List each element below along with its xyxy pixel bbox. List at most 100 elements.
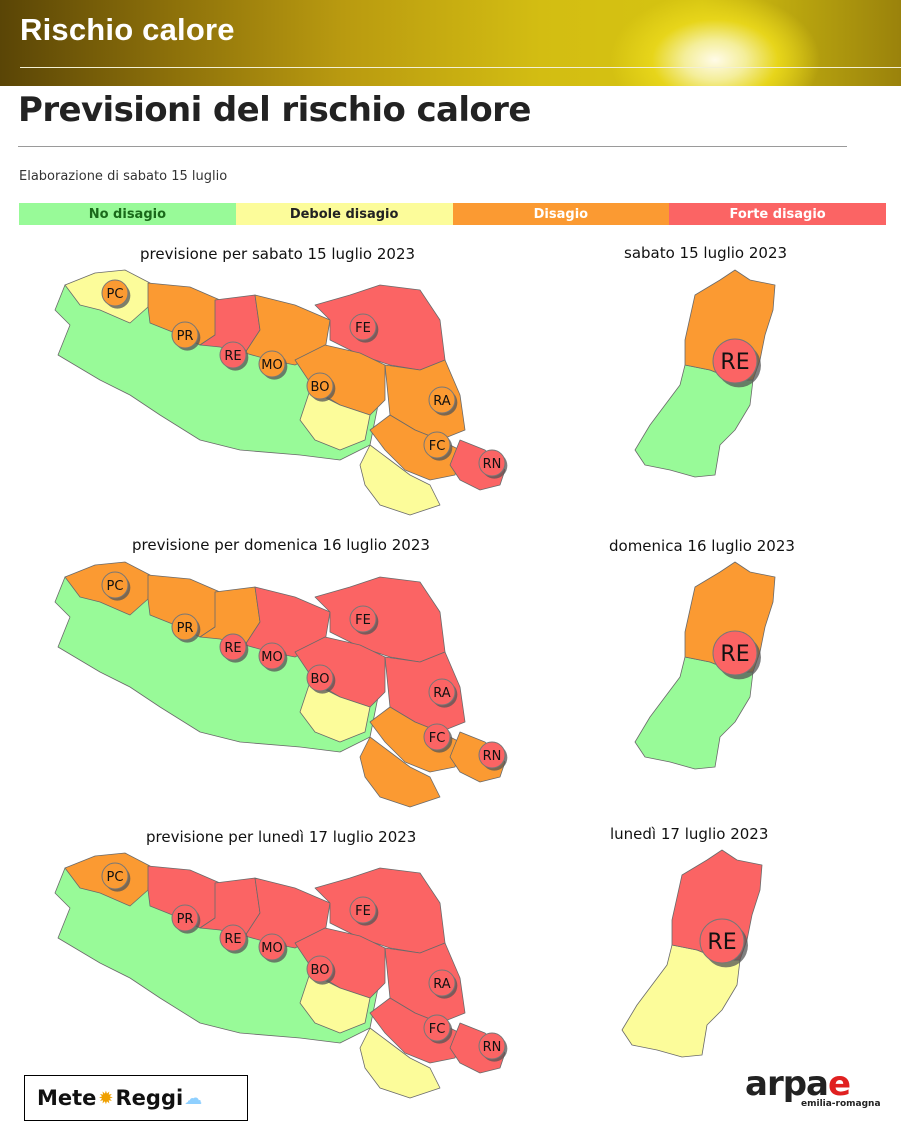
province-badge-fe: FE bbox=[349, 896, 379, 926]
legend-label: Disagio bbox=[533, 206, 589, 222]
badge-label: RE bbox=[720, 642, 749, 667]
province-badge-bo: BO bbox=[306, 664, 336, 694]
province-badge-mo: MO bbox=[258, 933, 288, 963]
legend-no-disagio: No disagio bbox=[19, 203, 236, 225]
region-map: PC PR RE MO BO FE RA FC RN bbox=[54, 852, 508, 1099]
province-map-caption: lunedì 17 luglio 2023 bbox=[610, 825, 769, 843]
zone-mo-n bbox=[244, 586, 331, 658]
province-badge-ra: RA bbox=[428, 969, 458, 999]
badge-circle bbox=[478, 449, 506, 477]
badge-circle bbox=[306, 664, 334, 692]
badge-circle bbox=[423, 1014, 451, 1042]
badge-circle bbox=[478, 741, 506, 769]
zone-fc-n bbox=[369, 706, 461, 773]
badge-label: RN bbox=[483, 1040, 502, 1055]
badge-circle bbox=[258, 642, 286, 670]
province-badge-re: RE bbox=[219, 633, 249, 663]
province-badge-rn: RN bbox=[478, 449, 508, 479]
province-badge-pc: PC bbox=[101, 571, 131, 601]
logo-text-left: Mete bbox=[37, 1086, 97, 1110]
badge-label: PC bbox=[107, 579, 124, 594]
badge-circle bbox=[101, 862, 129, 890]
arpae-logo: arpae emilia-romagna bbox=[745, 1067, 881, 1109]
legend-forte-disagio: Forte disagio bbox=[669, 203, 886, 225]
province-badge-mo: MO bbox=[258, 642, 288, 672]
legend-debole-disagio: Debole disagio bbox=[235, 203, 453, 225]
province-map: RE bbox=[621, 849, 763, 1058]
province-badge-bo: BO bbox=[306, 372, 336, 402]
province-badge-main: RE bbox=[712, 630, 761, 680]
badge-label: BO bbox=[311, 380, 330, 395]
region-map-caption: previsione per lunedì 17 luglio 2023 bbox=[146, 828, 417, 846]
zone-mo-n bbox=[244, 877, 331, 949]
province-badge-re: RE bbox=[219, 924, 249, 954]
badge-label: RA bbox=[433, 686, 451, 701]
badge-circle bbox=[428, 386, 456, 414]
province-badge-pc: PC bbox=[101, 862, 131, 892]
zone-fc-s bbox=[359, 736, 441, 808]
region-map: PC PR RE MO BO FE RA FC RN bbox=[54, 561, 508, 808]
badge-label: MO bbox=[261, 650, 282, 665]
badge-label: PR bbox=[177, 912, 194, 927]
zone-bo-s bbox=[299, 681, 371, 743]
region-map-caption: previsione per sabato 15 luglio 2023 bbox=[140, 245, 416, 263]
province-badge-ra: RA bbox=[428, 678, 458, 708]
badge-label: FE bbox=[355, 613, 371, 628]
badge-circle bbox=[219, 924, 247, 952]
badge-label: RN bbox=[483, 457, 502, 472]
badge-circle bbox=[306, 372, 334, 400]
badge-label: BO bbox=[311, 963, 330, 978]
badge-label: PR bbox=[177, 329, 194, 344]
zone-fc-s bbox=[359, 444, 441, 516]
province-badge-fe: FE bbox=[349, 605, 379, 635]
badge-label: RE bbox=[224, 349, 241, 364]
legend-label: Forte disagio bbox=[729, 206, 826, 222]
province-badge-fe: FE bbox=[349, 313, 379, 343]
badge-circle bbox=[306, 955, 334, 983]
badge-circle bbox=[428, 678, 456, 706]
legend-label: Debole disagio bbox=[289, 206, 399, 222]
header-banner: Rischio calore bbox=[0, 0, 901, 86]
badge-circle bbox=[171, 321, 199, 349]
title-divider bbox=[18, 146, 847, 147]
legend-label: No disagio bbox=[88, 206, 167, 222]
province-badge-pr: PR bbox=[171, 904, 201, 934]
badge-circle bbox=[699, 918, 745, 964]
province-badge-main: RE bbox=[699, 918, 748, 968]
badge-circle bbox=[349, 896, 377, 924]
zone-bo-s bbox=[299, 972, 371, 1034]
region-map: PC PR RE MO BO FE RA FC RN bbox=[54, 269, 508, 516]
badge-label: PC bbox=[107, 870, 124, 885]
badge-label: PR bbox=[177, 621, 194, 636]
cloud-icon: ☁ bbox=[184, 1087, 203, 1109]
badge-label: FC bbox=[429, 1022, 446, 1037]
arpae-e: e bbox=[828, 1064, 851, 1104]
badge-label: FE bbox=[355, 321, 371, 336]
badge-label: RE bbox=[720, 350, 749, 375]
badge-label: MO bbox=[261, 941, 282, 956]
badge-circle bbox=[428, 969, 456, 997]
legend-disagio: Disagio bbox=[452, 203, 670, 225]
badge-label: MO bbox=[261, 358, 282, 373]
badge-label: FE bbox=[355, 904, 371, 919]
province-badge-mo: MO bbox=[258, 350, 288, 380]
risk-legend: No disagio Debole disagio Disagio Forte … bbox=[19, 203, 886, 225]
badge-label: RA bbox=[433, 977, 451, 992]
arpae-main: arpa bbox=[745, 1064, 829, 1104]
province-badge-fc: FC bbox=[423, 723, 453, 753]
badge-circle bbox=[712, 338, 758, 384]
badge-circle bbox=[423, 723, 451, 751]
province-badge-rn: RN bbox=[478, 1032, 508, 1062]
province-badge-ra: RA bbox=[428, 386, 458, 416]
badge-circle bbox=[171, 904, 199, 932]
badge-label: RE bbox=[224, 641, 241, 656]
badge-label: BO bbox=[311, 672, 330, 687]
zone-mo-n bbox=[244, 294, 331, 366]
badge-label: RE bbox=[707, 930, 736, 955]
zone-bo-s bbox=[299, 389, 371, 451]
region-map-caption: previsione per domenica 16 luglio 2023 bbox=[132, 536, 430, 554]
badge-circle bbox=[423, 431, 451, 459]
zone-fc-n bbox=[369, 414, 461, 481]
badge-label: PC bbox=[107, 287, 124, 302]
badge-circle bbox=[478, 1032, 506, 1060]
